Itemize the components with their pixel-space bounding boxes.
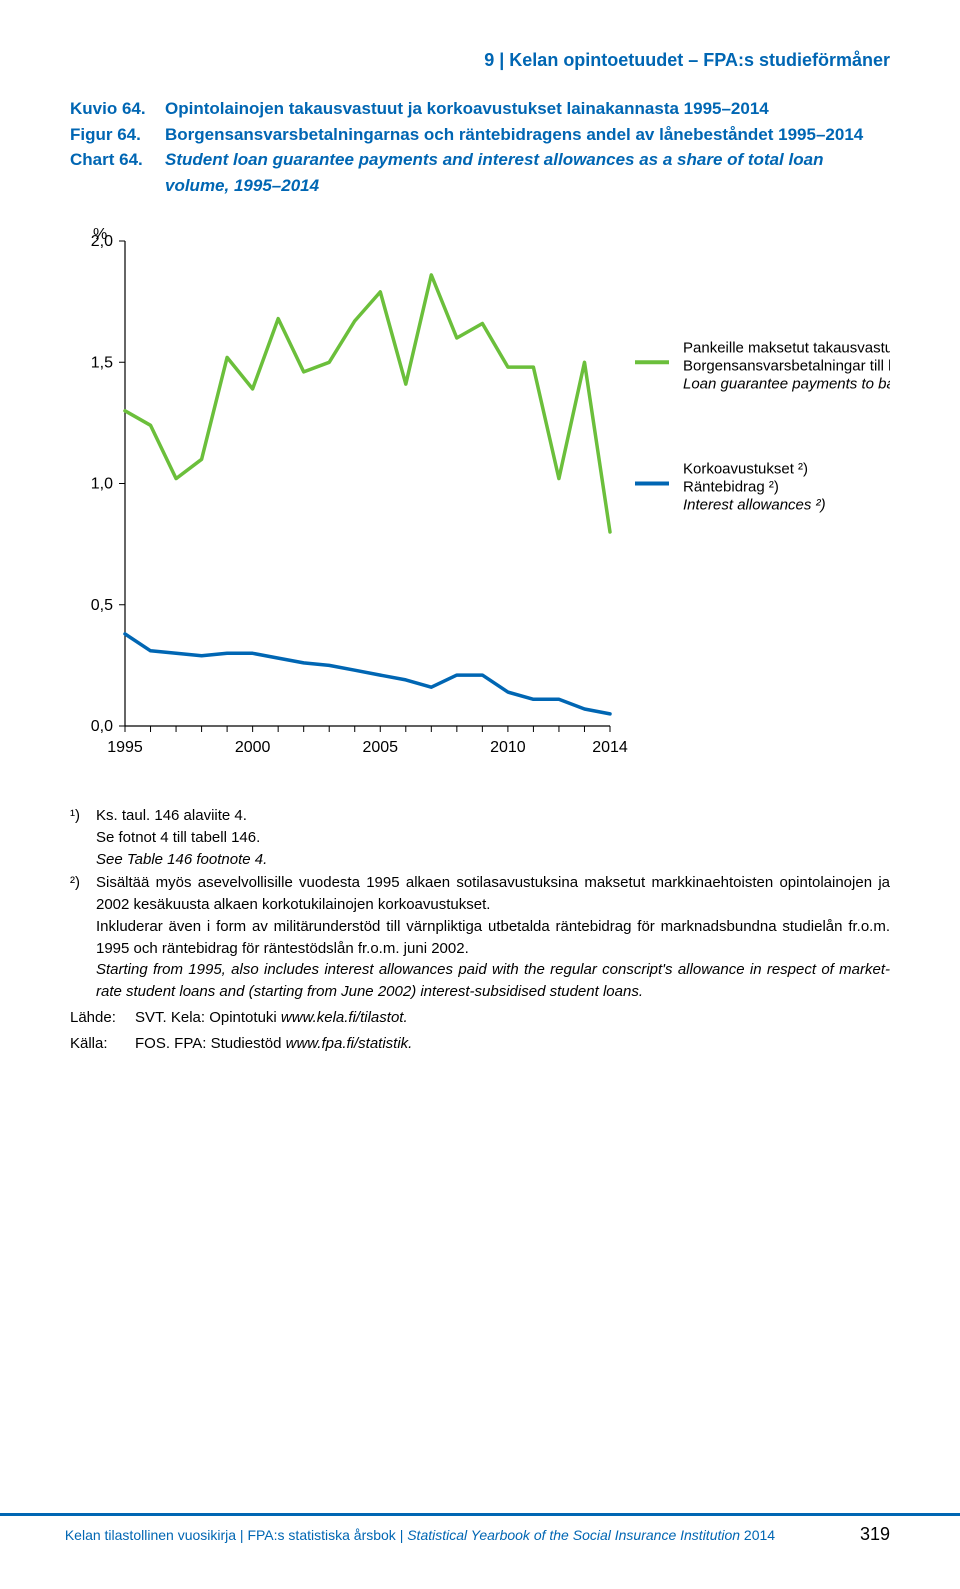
svg-text:2010: 2010	[490, 739, 526, 756]
footer-text-a: Kelan tilastollinen vuosikirja | FPA:s s…	[65, 1527, 407, 1543]
svg-text:1995: 1995	[107, 739, 143, 756]
title-fi-lead: Kuvio 64.	[70, 96, 165, 122]
fn1-mark: ¹)	[70, 805, 96, 870]
svg-text:2014: 2014	[592, 739, 628, 756]
title-sv-lead: Figur 64.	[70, 122, 165, 148]
source-sv-link: www.fpa.fi/statistik.	[286, 1035, 413, 1052]
fn2-sv: Inkluderar även i form av militärunderst…	[96, 918, 890, 957]
svg-text:Korkoavustukset ²): Korkoavustukset ²)	[683, 461, 808, 478]
source-sv-lead: Källa:	[70, 1033, 135, 1055]
svg-text:Interest allowances ²): Interest allowances ²)	[683, 497, 826, 514]
footer-text-b: Statistical Yearbook of the Social Insur…	[407, 1527, 740, 1543]
source-fi-lead: Lähde:	[70, 1007, 135, 1029]
fn1-fi: Ks. taul. 146 alaviite 4.	[96, 807, 247, 824]
chart-titles: Kuvio 64. Opintolainojen takausvastuut j…	[70, 96, 890, 198]
page: 9 | Kelan opintoetuudet – FPA:s studiefö…	[0, 0, 960, 1589]
title-en-lead: Chart 64.	[70, 147, 165, 198]
source-sv: FOS. FPA: Studiestöd	[135, 1035, 286, 1052]
svg-text:Loan guarantee payments to ban: Loan guarantee payments to banks ¹)	[683, 375, 890, 392]
page-footer: Kelan tilastollinen vuosikirja | FPA:s s…	[0, 1513, 960, 1545]
title-en: Student loan guarantee payments and inte…	[165, 147, 890, 198]
footer-year: 2014	[740, 1527, 775, 1543]
page-number: 319	[840, 1524, 960, 1545]
line-chart: 0,00,51,01,52,0%19952000200520102014Pank…	[70, 216, 890, 781]
source-fi: SVT. Kela: Opintotuki	[135, 1009, 281, 1026]
svg-text:2005: 2005	[362, 739, 398, 756]
footnotes: ¹) Ks. taul. 146 alaviite 4. Se fotnot 4…	[70, 805, 890, 1054]
svg-text:2000: 2000	[235, 739, 271, 756]
svg-text:Borgensansvarsbetalningar till: Borgensansvarsbetalningar till bankerna …	[683, 357, 890, 374]
svg-text:1,0: 1,0	[91, 476, 113, 493]
svg-text:0,0: 0,0	[91, 718, 113, 735]
section-header: 9 | Kelan opintoetuudet – FPA:s studiefö…	[70, 50, 890, 71]
fn2-mark: ²)	[70, 872, 96, 1003]
footer-text: Kelan tilastollinen vuosikirja | FPA:s s…	[0, 1527, 840, 1543]
title-fi: Opintolainojen takausvastuut ja korkoavu…	[165, 96, 890, 122]
fn2-fi: Sisältää myös asevelvollisille vuodesta …	[96, 874, 890, 913]
svg-text:Pankeille maksetut takausvastu: Pankeille maksetut takausvastuut ¹)	[683, 339, 890, 356]
svg-text:%: %	[93, 226, 107, 243]
source-fi-link: www.kela.fi/tilastot.	[281, 1009, 408, 1026]
svg-text:0,5: 0,5	[91, 597, 113, 614]
fn1-sv: Se fotnot 4 till tabell 146.	[96, 829, 260, 846]
svg-text:1,5: 1,5	[91, 354, 113, 371]
title-sv: Borgensansvarsbetalningarnas och räntebi…	[165, 122, 890, 148]
chart-svg: 0,00,51,01,52,0%19952000200520102014Pank…	[70, 216, 890, 776]
fn1-en: See Table 146 footnote 4.	[96, 851, 267, 868]
svg-text:Räntebidrag ²): Räntebidrag ²)	[683, 479, 779, 496]
fn2-en: Starting from 1995, also includes intere…	[96, 961, 890, 1000]
